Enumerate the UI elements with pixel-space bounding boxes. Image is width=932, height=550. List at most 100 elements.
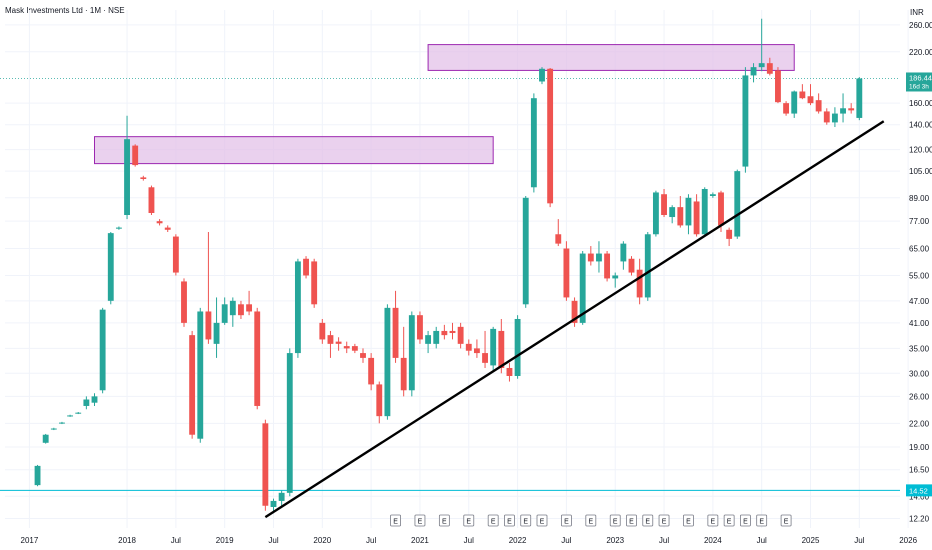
candle[interactable]: [238, 300, 244, 319]
candle[interactable]: [262, 419, 269, 511]
candle[interactable]: [335, 337, 342, 351]
earnings-marker[interactable]: E: [683, 514, 694, 527]
candle[interactable]: [579, 251, 586, 325]
candle[interactable]: [587, 246, 594, 266]
candle[interactable]: [417, 311, 423, 344]
earnings-marker[interactable]: E: [740, 514, 751, 527]
candle[interactable]: [148, 185, 155, 216]
candle[interactable]: [376, 381, 383, 424]
candle[interactable]: [246, 290, 253, 316]
candle[interactable]: [571, 297, 578, 327]
candle[interactable]: [107, 232, 114, 305]
candle[interactable]: [278, 490, 285, 506]
candle[interactable]: [669, 205, 676, 224]
candle[interactable]: [596, 241, 602, 273]
candle[interactable]: [514, 315, 521, 379]
candle[interactable]: [213, 297, 220, 358]
candle[interactable]: [229, 297, 236, 327]
candle[interactable]: [319, 318, 326, 344]
candle[interactable]: [360, 348, 366, 363]
candle[interactable]: [400, 326, 407, 397]
candle[interactable]: [83, 396, 90, 410]
candle[interactable]: [91, 393, 98, 406]
earnings-marker[interactable]: E: [756, 514, 768, 527]
candle[interactable]: [286, 348, 293, 497]
earnings-marker[interactable]: E: [520, 514, 532, 527]
candle[interactable]: [164, 225, 171, 233]
earnings-marker[interactable]: E: [780, 514, 792, 527]
candle[interactable]: [351, 343, 358, 354]
earnings-marker[interactable]: E: [723, 514, 735, 527]
candle[interactable]: [848, 103, 855, 114]
candle[interactable]: [303, 256, 309, 279]
candle[interactable]: [384, 304, 391, 420]
candle[interactable]: [482, 330, 488, 368]
earnings-marker[interactable]: E: [626, 514, 637, 527]
candle[interactable]: [42, 433, 49, 444]
candle[interactable]: [775, 67, 781, 104]
candle[interactable]: [294, 258, 301, 358]
candle[interactable]: [636, 258, 643, 305]
candle[interactable]: [840, 93, 846, 123]
candle[interactable]: [473, 339, 480, 358]
candle[interactable]: [343, 341, 350, 354]
earnings-marker[interactable]: E: [504, 514, 515, 527]
candle[interactable]: [506, 362, 513, 382]
candle[interactable]: [327, 330, 334, 358]
candle[interactable]: [563, 241, 570, 301]
candle[interactable]: [758, 18, 765, 72]
candle[interactable]: [189, 330, 196, 439]
candle[interactable]: [99, 307, 106, 394]
candle[interactable]: [530, 93, 537, 193]
candle[interactable]: [172, 234, 179, 276]
candle[interactable]: [791, 90, 798, 118]
candle[interactable]: [156, 219, 163, 226]
candle[interactable]: [612, 272, 619, 288]
candle[interactable]: [34, 464, 41, 487]
candle[interactable]: [620, 241, 627, 270]
candle[interactable]: [807, 84, 814, 106]
candle[interactable]: [539, 67, 545, 85]
earnings-marker[interactable]: E: [658, 514, 670, 527]
candle[interactable]: [50, 427, 57, 431]
candle[interactable]: [799, 84, 806, 100]
candle[interactable]: [685, 194, 692, 235]
candle[interactable]: [815, 93, 822, 114]
trendline-line[interactable]: [264, 120, 885, 519]
earnings-marker[interactable]: E: [561, 514, 572, 527]
resistance-zone[interactable]: [427, 44, 795, 71]
candle[interactable]: [823, 108, 830, 125]
candle[interactable]: [701, 187, 708, 237]
candle[interactable]: [449, 322, 456, 340]
earnings-marker[interactable]: E: [390, 514, 401, 527]
candle[interactable]: [408, 311, 415, 397]
candle[interactable]: [652, 190, 659, 237]
candle[interactable]: [433, 326, 440, 349]
candle[interactable]: [734, 169, 741, 239]
candle[interactable]: [547, 67, 554, 208]
candle[interactable]: [132, 144, 139, 167]
candle[interactable]: [498, 318, 505, 374]
candle[interactable]: [628, 256, 635, 276]
candle[interactable]: [677, 196, 684, 228]
candle[interactable]: [490, 326, 497, 371]
candle[interactable]: [661, 188, 667, 218]
candle[interactable]: [693, 194, 700, 237]
candle[interactable]: [726, 227, 733, 247]
earnings-marker[interactable]: E: [414, 514, 426, 527]
earnings-marker[interactable]: E: [438, 514, 450, 527]
candle[interactable]: [831, 107, 838, 128]
candle[interactable]: [709, 192, 716, 198]
candle[interactable]: [742, 67, 749, 173]
earnings-marker[interactable]: E: [642, 514, 654, 527]
earnings-marker[interactable]: E: [585, 514, 597, 527]
earnings-marker[interactable]: E: [707, 514, 719, 527]
candle[interactable]: [457, 322, 464, 349]
candle[interactable]: [205, 232, 212, 344]
candle[interactable]: [425, 330, 432, 354]
candle[interactable]: [644, 232, 651, 301]
candle[interactable]: [75, 411, 82, 415]
candle[interactable]: [311, 258, 318, 308]
candle[interactable]: [221, 297, 228, 325]
